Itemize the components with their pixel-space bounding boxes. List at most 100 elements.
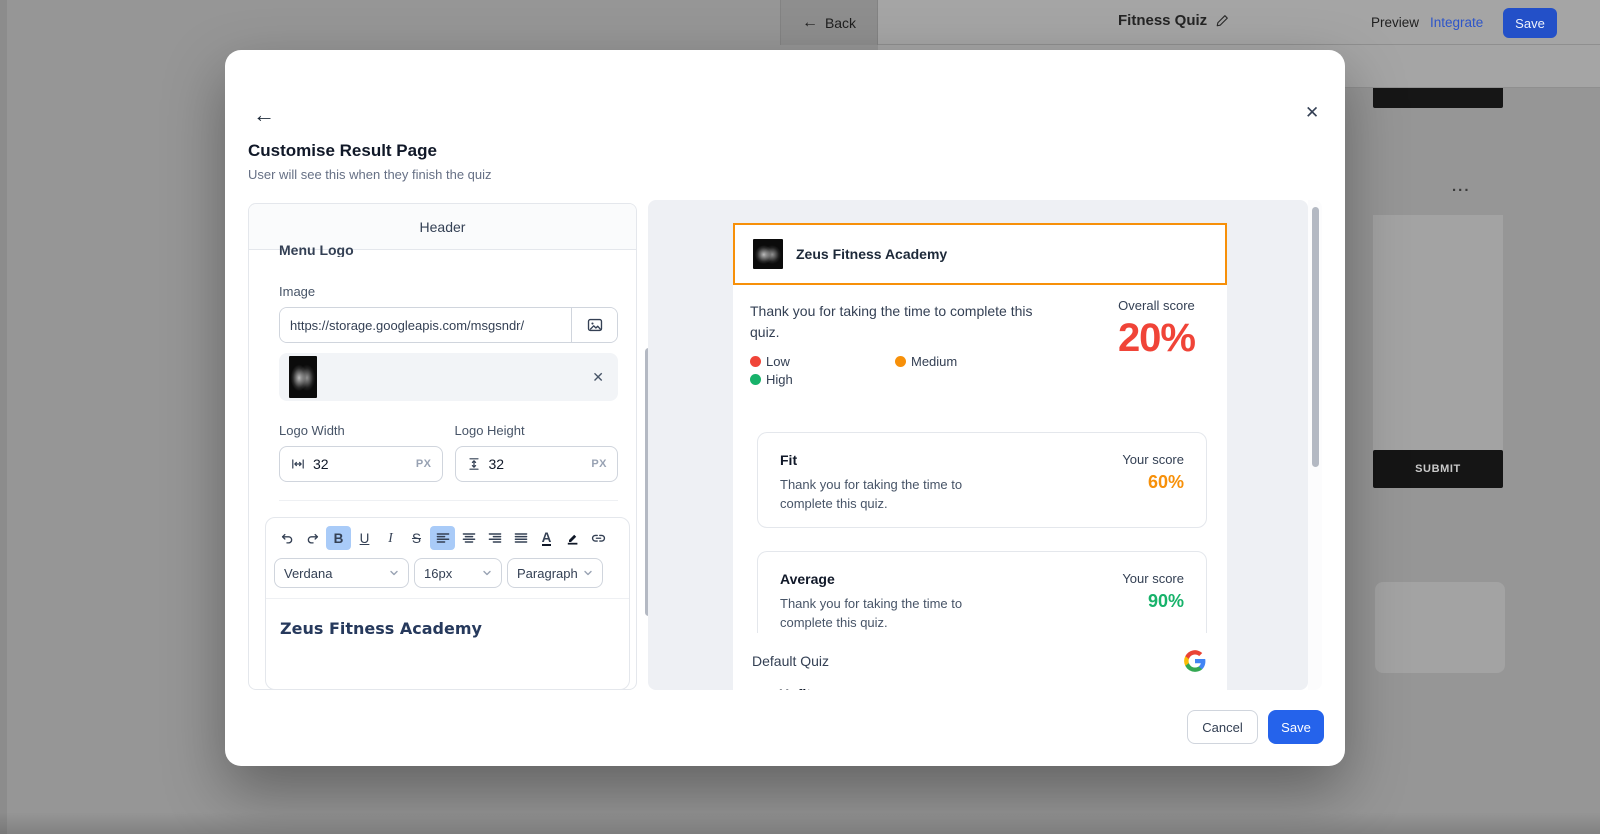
preview-footer: Default Quiz: [733, 633, 1227, 688]
align-right-icon[interactable]: [482, 526, 507, 550]
background-dark-bar: [1373, 88, 1503, 108]
modal-close-icon[interactable]: ✕: [1305, 103, 1320, 122]
footer-brand: Default Quiz: [752, 652, 830, 669]
topbar-save-button[interactable]: Save: [1503, 8, 1557, 38]
block-type-value: Paragraph: [517, 565, 578, 581]
logo-height-label: Logo Height: [454, 423, 525, 438]
back-label: Back: [824, 14, 857, 31]
font-size-select[interactable]: 16px: [414, 558, 502, 588]
logo-height-input[interactable]: 32 PX: [454, 446, 618, 482]
undo-icon[interactable]: [274, 526, 299, 550]
preview-button[interactable]: Preview: [1371, 15, 1420, 30]
topbar: [878, 0, 1600, 45]
save-button[interactable]: Save: [1268, 710, 1324, 744]
customise-result-modal: ← ✕ Customise Result Page User will see …: [225, 50, 1345, 766]
logo-width-label: Logo Width: [279, 423, 345, 438]
image-url-row: [279, 307, 618, 343]
picture-icon: [586, 316, 604, 334]
font-size-value: 16px: [424, 565, 453, 581]
logo-height-value: 32: [488, 456, 505, 472]
remove-logo-icon[interactable]: ✕: [592, 368, 604, 385]
bottom-shadow: [0, 812, 1600, 834]
align-center-icon[interactable]: [456, 526, 481, 550]
result-preview-panel: Zeus Fitness Academy Thank you for takin…: [648, 200, 1308, 690]
high-dot-icon: [750, 374, 761, 385]
google-icon: [1182, 648, 1208, 674]
overall-score: Overall score 20%: [1117, 298, 1196, 361]
chevron-down-icon: [583, 568, 593, 578]
card-title: Fit: [780, 452, 798, 468]
modal-title: Customise Result Page: [248, 141, 437, 160]
tab-header[interactable]: Header: [249, 204, 636, 250]
your-score-label: Your score: [1122, 571, 1184, 586]
legend-label: Medium: [911, 354, 958, 369]
clipped-next-card-title: Unfit: [779, 686, 811, 690]
result-card-fit: Fit Thank you for taking the time to com…: [757, 432, 1207, 528]
score-legend: Low Medium High: [750, 354, 1210, 387]
rich-text-editor: B U I S: [265, 517, 630, 689]
vertical-arrows-icon: [466, 456, 482, 472]
underline-button[interactable]: U: [352, 526, 377, 550]
image-picker-button[interactable]: [571, 308, 617, 342]
result-card-average: Average Thank you for taking the time to…: [757, 551, 1207, 647]
your-score-value: 60%: [1147, 472, 1184, 492]
brand-name: Zeus Fitness Academy: [796, 246, 948, 262]
overflow-menu[interactable]: ...: [1452, 178, 1471, 195]
arrow-left-icon: ←: [801, 13, 818, 31]
italic-button[interactable]: I: [378, 526, 403, 550]
cancel-button[interactable]: Cancel: [1187, 710, 1258, 744]
background-card: [1375, 582, 1505, 673]
medium-dot-icon: [895, 356, 906, 367]
text-color-button[interactable]: A: [534, 526, 559, 550]
header-settings-panel: Header Menu Logo Image ✕: [248, 203, 637, 690]
quiz-title-text: Fitness Quiz: [1118, 12, 1208, 29]
editor-select-row: Verdana 16px Paragraph: [266, 556, 629, 598]
preview-page: Zeus Fitness Academy Thank you for takin…: [733, 223, 1227, 690]
strikethrough-button[interactable]: S: [404, 526, 429, 550]
back-button[interactable]: ← Back: [780, 0, 878, 45]
chevron-down-icon: [482, 568, 492, 578]
your-score-label: Your score: [1122, 452, 1184, 467]
card-title: Average: [780, 571, 835, 587]
legend-item-high: High: [750, 372, 895, 387]
redo-icon[interactable]: [300, 526, 325, 550]
edit-title-icon[interactable]: [1215, 13, 1230, 28]
modal-back-icon[interactable]: ←: [253, 102, 275, 127]
font-family-select[interactable]: Verdana: [274, 558, 409, 588]
horizontal-arrows-icon: [290, 456, 306, 472]
background-form-card: [1373, 215, 1503, 450]
highlight-pen-icon[interactable]: [560, 526, 585, 550]
logo-height-unit: PX: [591, 458, 607, 470]
image-url-input[interactable]: [280, 308, 571, 342]
menu-logo-section-label: Menu Logo: [279, 243, 354, 257]
integrate-button[interactable]: Integrate: [1430, 15, 1484, 30]
brand-logo: [753, 239, 783, 269]
legend-label: Low: [766, 354, 790, 369]
chevron-down-icon: [389, 568, 399, 578]
image-label: Image: [279, 284, 316, 299]
divider: [266, 598, 629, 599]
preview-body: Thank you for taking the time to complet…: [733, 285, 1227, 387]
logo-width-input[interactable]: 32 PX: [279, 446, 443, 482]
header-settings-body: Menu Logo Image ✕ Logo Wid: [249, 243, 636, 689]
align-justify-icon[interactable]: [508, 526, 533, 550]
submit-button[interactable]: SUBMIT: [1373, 450, 1503, 488]
link-icon[interactable]: [586, 526, 611, 550]
left-edge: [0, 0, 7, 834]
overall-score-value: 20%: [1117, 316, 1196, 360]
bold-button[interactable]: B: [326, 526, 351, 550]
preview-header-selected[interactable]: Zeus Fitness Academy: [733, 223, 1227, 285]
logo-width-value: 32: [313, 456, 329, 472]
logo-size-grid: Logo Width 32 PX Logo Height: [279, 423, 618, 482]
preview-scrollbar[interactable]: [1312, 207, 1319, 467]
legend-item-medium: Medium: [895, 354, 1210, 369]
block-type-select[interactable]: Paragraph: [507, 558, 603, 588]
align-left-icon[interactable]: [430, 526, 455, 550]
low-dot-icon: [750, 356, 761, 367]
logo-width-unit: PX: [415, 458, 432, 470]
card-desc: Thank you for taking the time to complet…: [780, 596, 963, 630]
uploaded-logo-box: ✕: [279, 353, 618, 401]
legend-label: High: [766, 372, 793, 387]
editor-content[interactable]: Zeus Fitness Academy: [280, 619, 482, 638]
